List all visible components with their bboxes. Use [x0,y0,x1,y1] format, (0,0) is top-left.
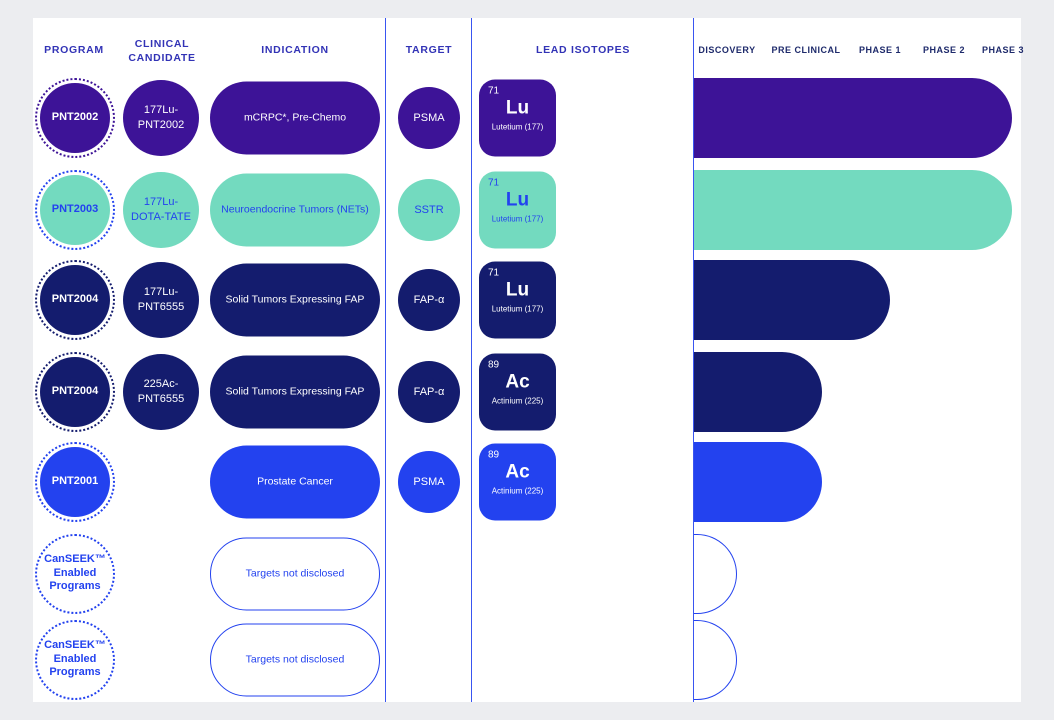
column-divider [385,18,386,702]
program-badge: PNT2002 [35,77,115,158]
isotope-number: 71 [488,85,500,96]
header-phase-2: PHASE 2 [922,45,965,55]
indication-pill: Solid Tumors Expressing FAP [210,263,380,336]
program-badge: CanSEEK™ Enabled Programs [35,533,115,614]
program-badge: CanSEEK™ Enabled Programs [35,619,115,700]
program-label: PNT2004 [40,264,110,335]
isotope-number: 89 [488,359,500,370]
header-candidate: CLINICAL CANDIDATE [128,38,196,64]
pipeline-row-pnt2002: PNT2002 177Lu-PNT2002 mCRPC*, Pre-Chemo … [0,72,1054,163]
target-badge: PSMA [398,450,460,513]
header-phase-1: PHASE 1 [858,45,901,55]
isotope-symbol: Lu [505,97,530,118]
isotope-tile: 89 Ac Actinium (225) [479,353,556,430]
indication-pill: Prostate Cancer [210,445,380,518]
indication-pill: Neuroendocrine Tumors (NETs) [210,173,380,246]
isotope-name: Lutetium (177) [491,122,544,132]
header-indication: INDICATION [261,44,329,56]
isotope-symbol: Lu [505,279,530,300]
program-label: CanSEEK™ Enabled Programs [40,624,110,695]
progress-bar [694,169,1012,250]
isotope-tile: 71 Lu Lutetium (177) [479,171,556,248]
indication-pill: mCRPC*, Pre-Chemo [210,81,380,154]
pipeline-row-canseek-1: CanSEEK™ Enabled Programs Targets not di… [0,528,1054,619]
isotope-name: Actinium (225) [491,396,544,406]
program-badge: PNT2001 [35,441,115,522]
header-lead-isotopes: LEAD ISOTOPES [535,44,631,56]
target-badge: FAP-α [398,360,460,423]
pipeline-row-pnt2004-lu: PNT2004 177Lu-PNT6555 Solid Tumors Expre… [0,254,1054,345]
program-label: PNT2004 [40,356,110,427]
clinical-candidate: 177Lu-PNT2002 [123,79,199,156]
program-label: CanSEEK™ Enabled Programs [40,538,110,609]
isotope-name: Lutetium (177) [491,304,544,314]
isotope-name: Actinium (225) [491,486,544,496]
isotope-symbol: Lu [505,189,530,210]
isotope-number: 89 [488,449,500,460]
progress-bar [694,441,822,522]
program-badge: PNT2004 [35,351,115,432]
clinical-candidate: 177Lu-PNT6555 [123,261,199,338]
isotope-symbol: Ac [505,461,530,482]
program-badge: PNT2003 [35,169,115,250]
progress-bar [694,77,1012,158]
progress-bar [694,619,737,700]
column-divider [693,18,694,702]
progress-bar [694,533,737,614]
header-phase-discovery: DISCOVERY [698,45,756,55]
isotope-number: 71 [488,267,500,278]
pipeline-row-pnt2003: PNT2003 177Lu-DOTA-TATE Neuroendocrine T… [0,164,1054,255]
indication-pill: Targets not disclosed [210,623,380,696]
target-badge: PSMA [398,86,460,149]
column-divider [471,18,472,702]
program-label: PNT2002 [40,82,110,153]
isotope-tile: 71 Lu Lutetium (177) [479,261,556,338]
header-phase-3: PHASE 3 [981,45,1024,55]
target-badge: FAP-α [398,268,460,331]
isotope-tile: 71 Lu Lutetium (177) [479,79,556,156]
clinical-candidate: 225Ac-PNT6555 [123,353,199,430]
pipeline-row-canseek-2: CanSEEK™ Enabled Programs Targets not di… [0,614,1054,705]
pipeline-row-pnt2001: PNT2001 Prostate Cancer PSMA 89 Ac Actin… [0,436,1054,527]
program-label: PNT2001 [40,446,110,517]
clinical-candidate: 177Lu-DOTA-TATE [123,171,199,248]
header-target: TARGET [405,44,453,56]
header-program: PROGRAM [44,44,104,56]
target-badge: SSTR [398,178,460,241]
indication-pill: Targets not disclosed [210,537,380,610]
header-phase-pre-clinical: PRE CLINICAL [771,45,841,55]
isotope-name: Lutetium (177) [491,214,544,224]
program-label: PNT2003 [40,174,110,245]
isotope-tile: 89 Ac Actinium (225) [479,443,556,520]
pipeline-row-pnt2004-ac: PNT2004 225Ac-PNT6555 Solid Tumors Expre… [0,346,1054,437]
isotope-symbol: Ac [505,371,530,392]
progress-bar [694,259,890,340]
isotope-number: 71 [488,177,500,188]
indication-pill: Solid Tumors Expressing FAP [210,355,380,428]
progress-bar [694,351,822,432]
program-badge: PNT2004 [35,259,115,340]
